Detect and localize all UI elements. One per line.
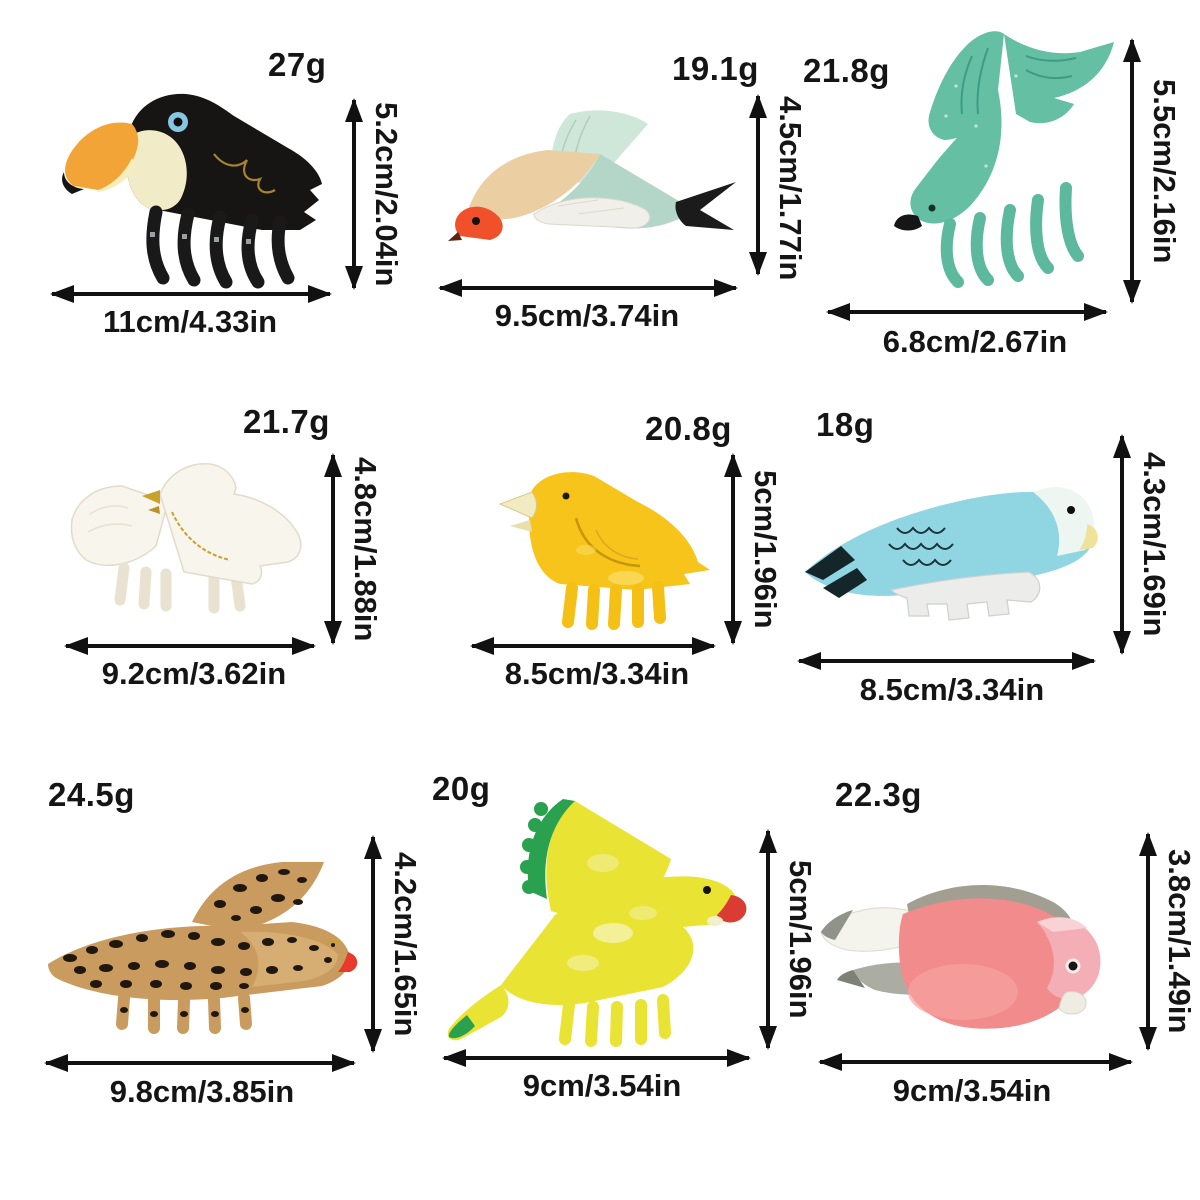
height-arrow [331,455,335,643]
height-arrow [1120,436,1124,653]
toucan-clip-illustration [62,93,322,289]
weight-label: 27g [268,46,327,83]
width-arrow [52,292,330,296]
flying-swallow-clip-illustration [448,110,736,241]
width-arrow [444,1056,749,1060]
height-arrow [1130,40,1134,302]
height-arrow [756,96,760,274]
weight-label: 21.7g [243,403,330,440]
weight-label: 22.3g [835,776,922,813]
width-label: 9.2cm/3.62in [101,656,287,691]
white-dove-clip-illustration [70,463,302,614]
width-arrow [828,310,1106,314]
weight-label: 18g [816,406,875,443]
width-arrow [440,286,736,290]
blue-parrot-clip-illustration [805,487,1098,621]
width-arrow [799,659,1094,663]
width-label: 11cm/4.33in [102,304,278,339]
width-label: 8.5cm/3.34in [504,656,690,691]
width-label: 9cm/3.54in [892,1073,1052,1108]
weight-label: 21.8g [803,52,890,89]
height-label: 4.3cm/1.69in [1137,452,1172,637]
green-yellow-parrot-clip-illustration [447,799,747,1047]
weight-label: 20.8g [645,410,732,447]
height-label: 5cm/1.96in [748,469,783,629]
weight-label: 24.5g [48,776,135,813]
height-arrow [766,831,770,1048]
weight-label: 19.1g [672,50,759,87]
weight-label: 20g [432,770,491,807]
height-label: 5.5cm/2.16in [1147,78,1182,264]
height-arrow [731,455,735,643]
height-label: 4.2cm/1.65in [388,851,423,1037]
width-label: 9cm/3.54in [522,1068,682,1103]
height-label: 5cm/1.96in [783,860,818,1019]
width-label: 9.8cm/3.85in [109,1074,295,1109]
height-arrow [352,100,356,288]
height-label: 4.5cm/1.77in [773,96,808,281]
width-label: 8.5cm/3.34in [859,672,1045,707]
height-arrow [371,837,375,1051]
width-arrow [46,1061,354,1065]
width-arrow [820,1060,1131,1064]
width-label: 6.8cm/2.67in [882,324,1068,359]
height-label: 3.8cm/1.49in [1162,849,1197,1034]
height-label: 5.2cm/2.04in [369,101,404,287]
pink-galah-clip-illustration [820,885,1101,1029]
yellow-canary-clip-illustration [498,472,710,630]
leopard-bird-clip-illustration [48,862,358,1034]
width-arrow [472,644,714,648]
height-label: 4.8cm/1.88in [348,456,383,642]
width-arrow [66,644,314,648]
height-arrow [1146,834,1150,1049]
width-label: 9.5cm/3.74in [494,298,680,333]
green-swallow-clip-illustration [894,31,1114,288]
